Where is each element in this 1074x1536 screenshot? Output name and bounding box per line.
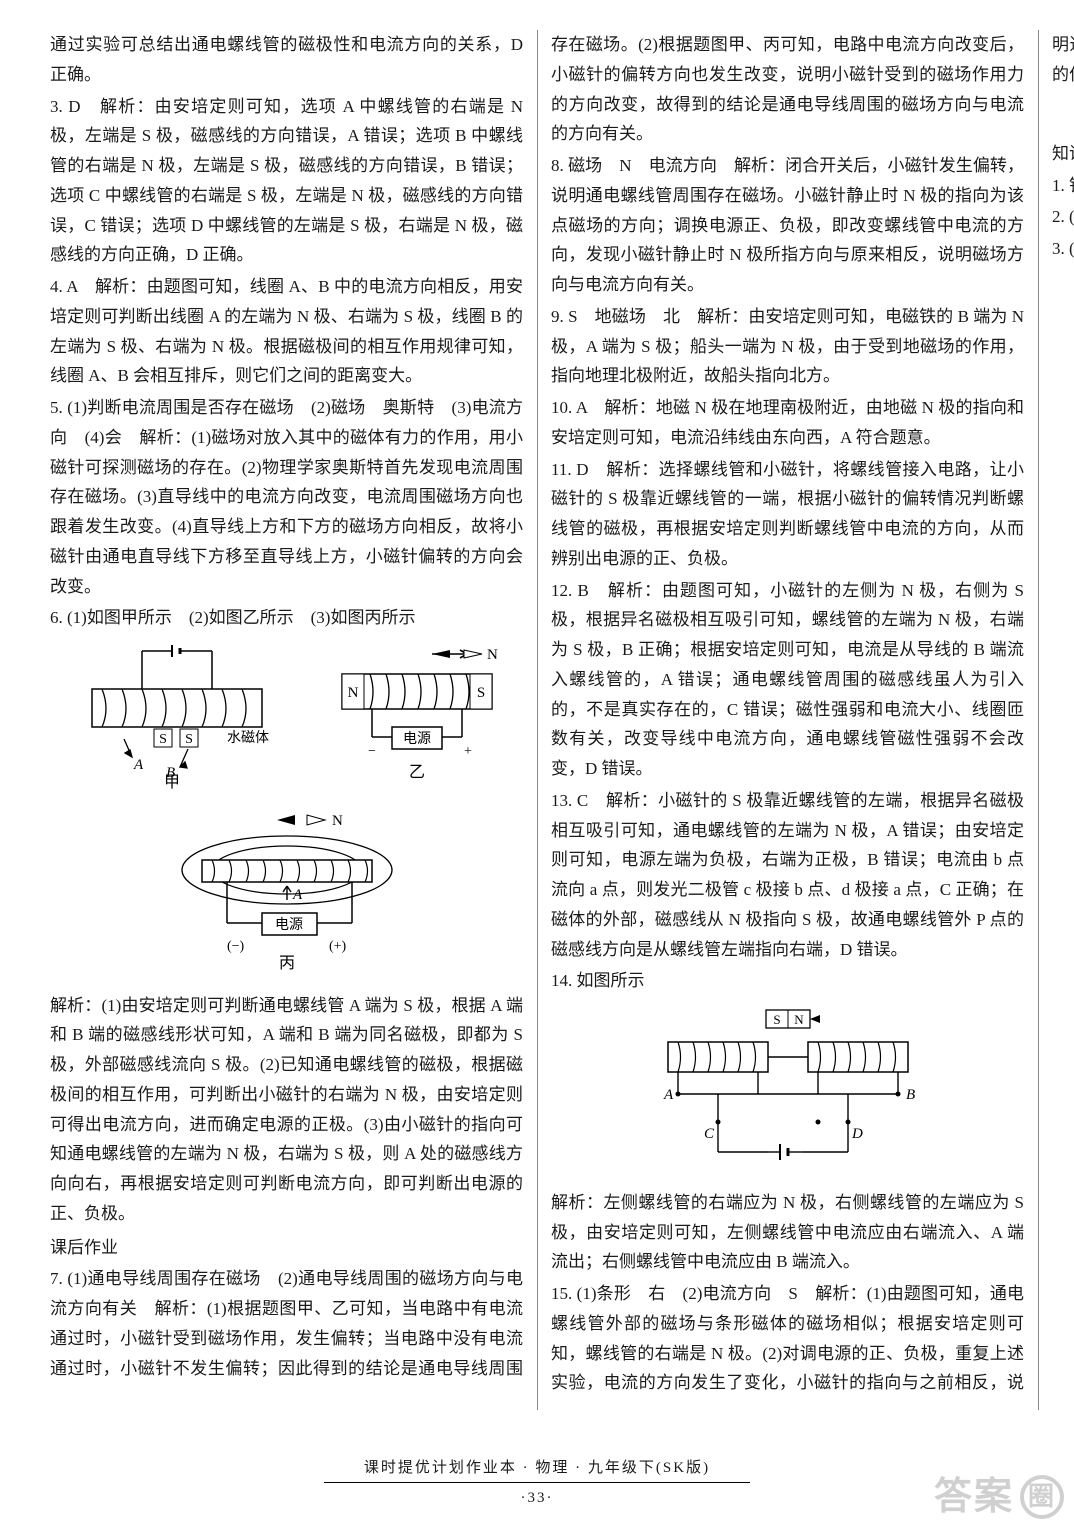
- svg-text:乙: 乙: [408, 764, 424, 781]
- svg-text:S: S: [476, 685, 484, 701]
- svg-text:(+): (+): [329, 939, 347, 954]
- svg-text:D: D: [851, 1126, 863, 1142]
- q13: 13. C 解析：小磁针的 S 极靠近螺线管的左端，根据异名磁极相互吸引可知，通…: [551, 786, 1024, 965]
- q12: 12. B 解析：由题图可知，小磁针的左侧为 N 极，右侧为 S 极，根据异名磁…: [551, 576, 1024, 784]
- figure-q14: S N A B C D: [551, 1002, 1024, 1182]
- svg-text:水磁体: 水磁体: [227, 730, 269, 746]
- lesson4-title: 第 4 课时 电磁铁及其应用: [1052, 100, 1074, 133]
- q5: 5. (1)判断电流周围是否存在磁场 (2)磁场 奥斯特 (3)电流方向 (4)…: [50, 393, 523, 601]
- svg-text:N: N: [794, 1012, 804, 1027]
- svg-text:B: B: [906, 1087, 915, 1103]
- svg-text:丙: 丙: [278, 955, 294, 972]
- figure-jia-yi: S S 水磁体 A B 甲 N: [50, 639, 523, 799]
- q11: 11. D 解析：选择螺线管和小磁针，将螺线管接入电路，让小磁针的 S 极靠近螺…: [551, 455, 1024, 574]
- q6-lead: 6. (1)如图甲所示 (2)如图乙所示 (3)如图丙所示: [50, 603, 523, 633]
- svg-text:A: A: [292, 887, 303, 903]
- footer-text: 课时提优计划作业本 · 物理 · 九年级下(SK版): [324, 1455, 750, 1483]
- q14-lead: 14. 如图所示: [551, 966, 1024, 996]
- svg-text:S: S: [773, 1012, 780, 1027]
- guide-3: 3. (1)电磁铁 电磁铁 (2)控制 受控 (3)高电压 强电流: [1052, 234, 1074, 264]
- page-footer: 课时提优计划作业本 · 物理 · 九年级下(SK版) ·33·: [0, 1455, 1074, 1512]
- q8: 8. 磁场 N 电流方向 解析：闭合开关后，小磁针发生偏转，说明通电螺线管周围存…: [551, 151, 1024, 300]
- svg-text:A: A: [133, 757, 144, 773]
- svg-text:N: N: [332, 813, 343, 829]
- svg-text:A: A: [663, 1087, 674, 1103]
- svg-text:+: +: [464, 744, 472, 759]
- svg-text:甲: 甲: [163, 774, 179, 789]
- svg-text:S: S: [159, 732, 167, 747]
- svg-text:−: −: [368, 744, 376, 759]
- q6-analysis: 解析：(1)由安培定则可判断通电螺线管 A 端为 S 极，根据 A 端和 B 端…: [50, 991, 523, 1229]
- watermark: 答案 圈: [934, 1464, 1064, 1531]
- svg-text:N: N: [347, 685, 358, 701]
- q9: 9. S 地磁场 北 解析：由安培定则可知，电磁铁的 B 端为 N 极，A 端为…: [551, 302, 1024, 391]
- figure-bing: N A 电源 (−) (+) 丙: [50, 805, 523, 985]
- guide-label: 知识导引: [1052, 139, 1074, 169]
- watermark-text: 答案: [934, 1464, 1014, 1531]
- q14-analysis: 解析：左侧螺线管的右端应为 N 极，右侧螺线管的左端应为 S 极，由安培定则可知…: [551, 1188, 1024, 1277]
- svg-text:N: N: [487, 647, 498, 663]
- para-intro: 通过实验可总结出通电螺线管的磁极性和电流方向的关系，D 正确。: [50, 30, 523, 90]
- q4: 4. A 解析：由题图可知，线圈 A、B 中的电流方向相反，用安培定则可判断出线…: [50, 272, 523, 391]
- svg-text:(−): (−): [227, 939, 245, 954]
- section-homework: 课后作业: [50, 1233, 523, 1263]
- svg-text:C: C: [704, 1126, 715, 1142]
- q3: 3. D 解析：由安培定则可知，选项 A 中螺线管的右端是 N 极，左端是 S …: [50, 92, 523, 271]
- svg-text:S: S: [185, 732, 193, 747]
- page-number: ·33·: [0, 1485, 1074, 1511]
- svg-text:电源: 电源: [403, 731, 431, 747]
- watermark-circle: 圈: [1020, 1475, 1064, 1519]
- guide-2: 2. (1)通电、断电 (2)调节电流大小 (3)线圈中电流方向: [1052, 202, 1074, 232]
- svg-text:电源: 电源: [275, 917, 303, 933]
- guide-1: 1. 铁芯 线圈中电流的大小 线圈匝数 有无铁芯: [1052, 171, 1074, 201]
- q10: 10. A 解析：地磁 N 极在地理南极附近，由地磁 N 极的指向和安培定则可知…: [551, 393, 1024, 453]
